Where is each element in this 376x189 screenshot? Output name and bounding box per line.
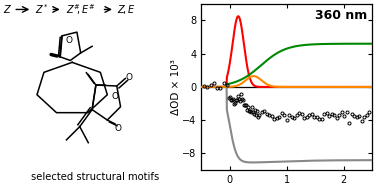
Text: $Z^*$: $Z^*$ (35, 2, 49, 16)
Text: selected structural motifs: selected structural motifs (31, 172, 159, 182)
Text: $Z^\#\!\!,E^\#$: $Z^\#\!\!,E^\#$ (65, 2, 95, 17)
Text: O: O (115, 124, 121, 133)
Y-axis label: ΔOD × 10³: ΔOD × 10³ (171, 59, 180, 115)
Text: 360 nm: 360 nm (315, 9, 367, 22)
Text: O: O (66, 36, 73, 45)
Text: $Z\!,E$: $Z\!,E$ (117, 3, 135, 16)
Text: $Z$: $Z$ (3, 3, 12, 15)
Text: O: O (111, 91, 118, 101)
Text: $h\nu$: $h\nu$ (17, 0, 29, 1)
Text: O: O (126, 73, 133, 82)
